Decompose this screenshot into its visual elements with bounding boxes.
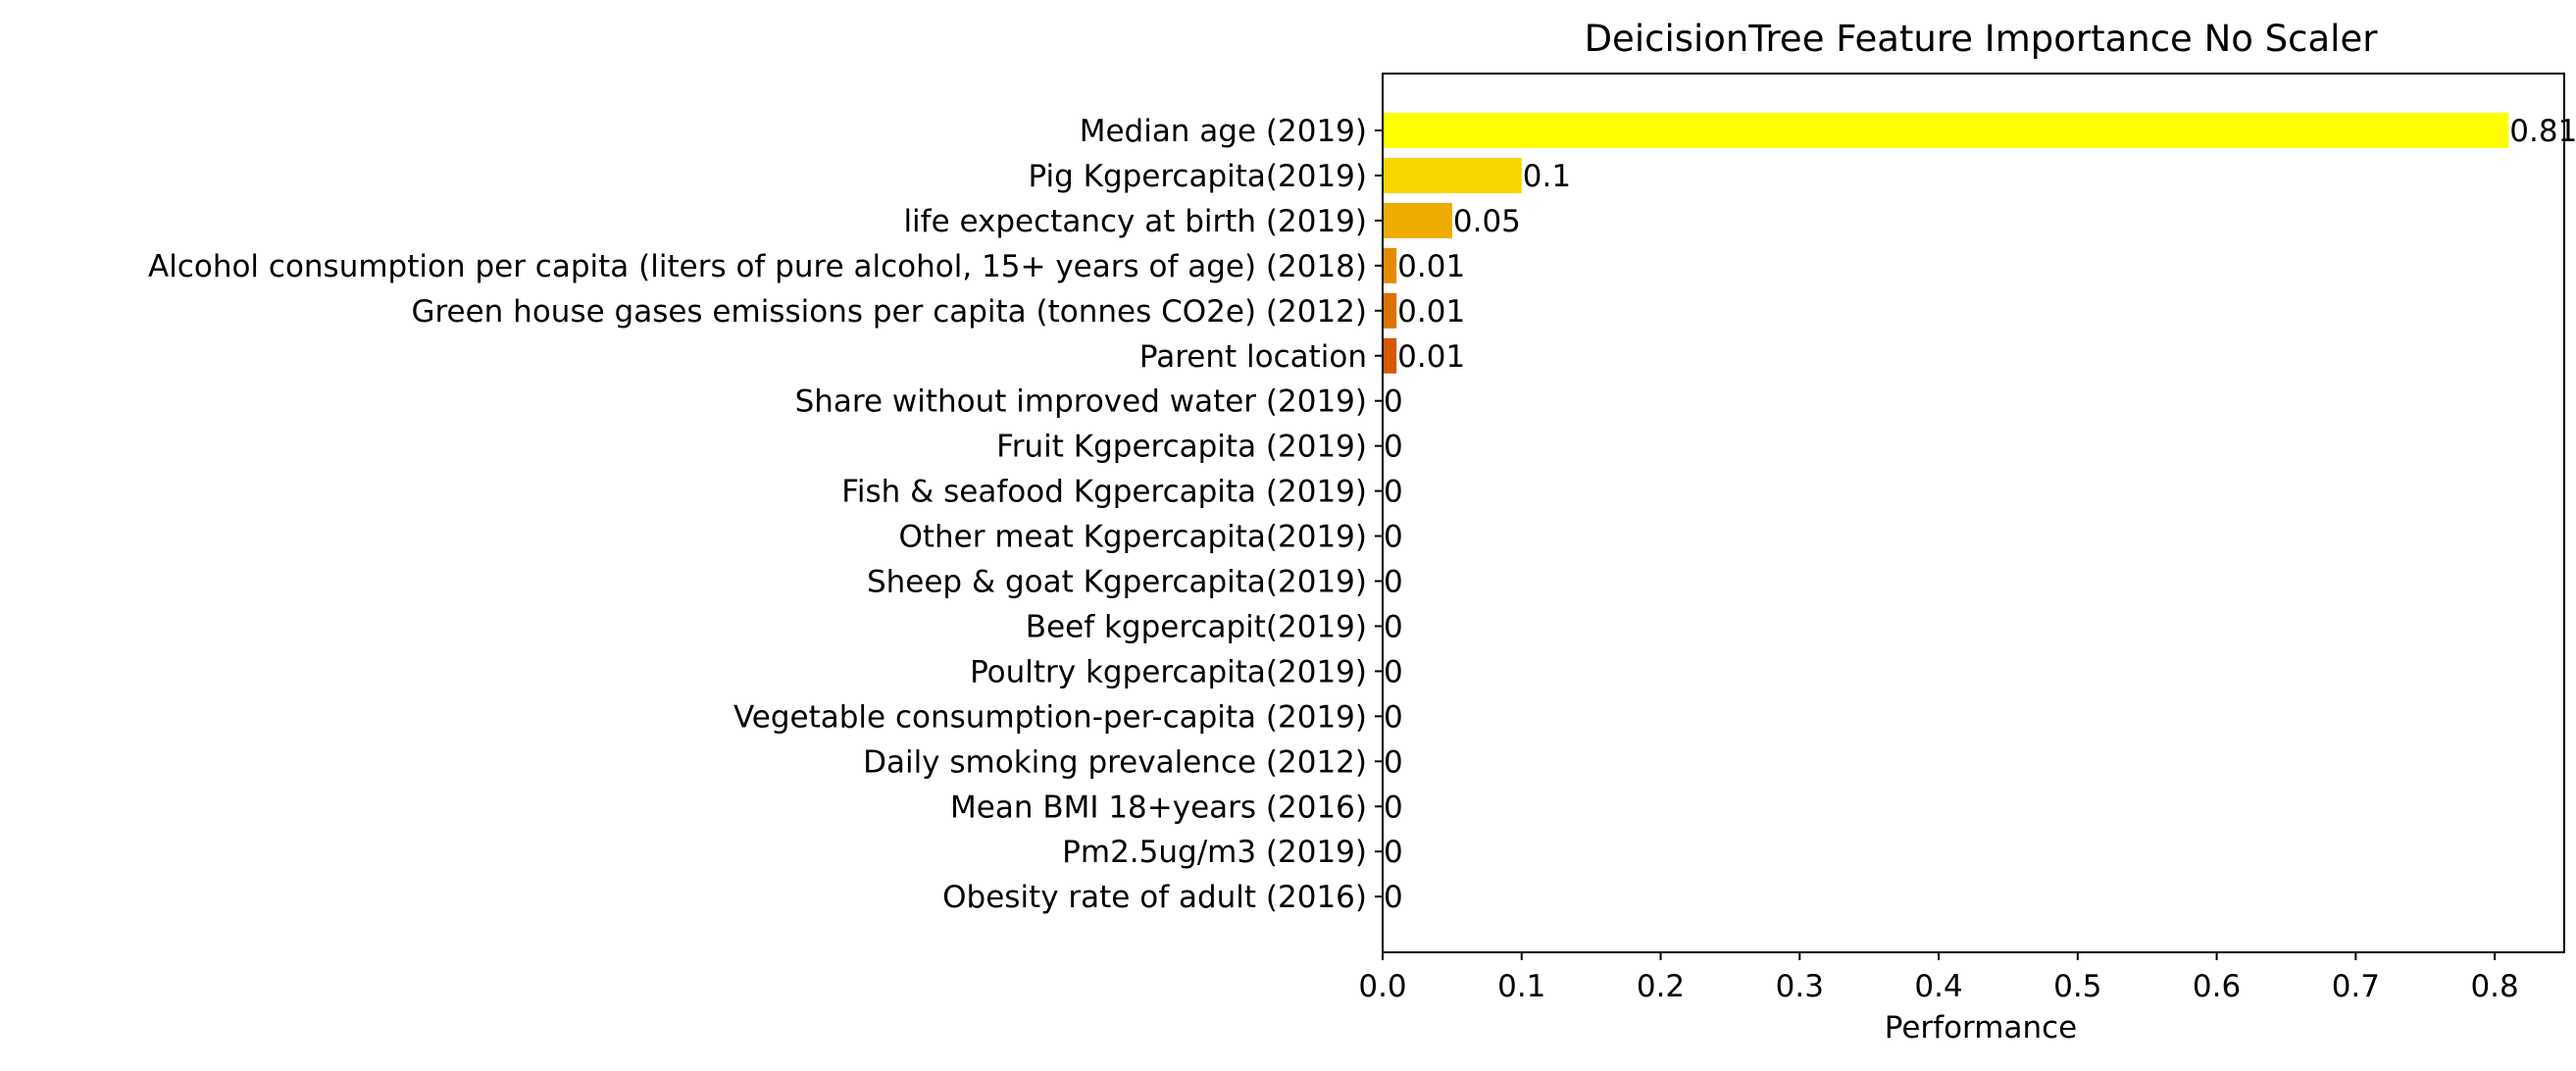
bar-value-label: 0 [1384,790,1403,825]
y-tick-label: Alcohol consumption per capita (liters o… [148,249,1367,284]
bar-value-label: 0 [1384,520,1403,555]
x-tick-label: 0.2 [1637,969,1685,1004]
bar-value-label: 0 [1384,880,1403,915]
y-tick-label: Beef kgpercapit(2019) [1026,609,1367,644]
y-tick-label: Vegetable consumption-per-capita (2019) [733,699,1367,735]
bar-value-label: 0 [1384,384,1403,420]
bar-value-label: 0.01 [1397,294,1465,330]
bar-value-label: 0.05 [1453,204,1521,239]
y-tick-label: Share without improved water (2019) [795,384,1367,420]
y-tick-label: Green house gases emissions per capita (… [411,294,1367,330]
y-tick-label: Median age (2019) [1080,114,1367,149]
bar-value-label: 0 [1384,654,1403,689]
x-tick-label: 0.4 [1914,969,1962,1004]
x-tick-label: 0.6 [2193,969,2241,1004]
bar-value-label: 0.1 [1523,159,1571,194]
y-tick-label: Parent location [1139,339,1367,375]
bar-value-label: 0 [1384,835,1403,870]
bar-value-label: 0.81 [2509,114,2576,149]
x-tick-label: 0.5 [2053,969,2101,1004]
bar-value-label: 0 [1384,475,1403,510]
bars-layer: 0.81 0.10.05 0.01 0.01 0.01 0 0 0 0 0 0 0 0 0 0 0 0 [1383,113,2576,915]
bar [1383,157,1522,193]
x-tick-label: 0.0 [1358,969,1406,1004]
y-tick-label: Fruit Kgpercapita (2019) [996,430,1367,465]
y-tick-label: Fish & seafood Kgpercapita (2019) [841,475,1367,510]
y-tick-label: Sheep & goat Kgpercapita(2019) [867,565,1367,600]
bar-value-label: 0 [1384,609,1403,644]
x-tick-label: 0.3 [1776,969,1824,1004]
y-tick-label: Daily smoking prevalence (2012) [863,744,1367,780]
bar-value-label: 0 [1384,565,1403,600]
y-tick-label: Other meat Kgpercapita(2019) [898,520,1367,555]
x-axis-label: Performance [1885,1010,2077,1046]
bar-value-label: 0 [1384,744,1403,780]
x-tick-label: 0.1 [1497,969,1545,1004]
y-axis-ticks: Median age (2019) Pig Kgpercapita(2019) li… [148,114,1383,915]
y-tick-label: life expectancy at birth (2019) [903,204,1367,239]
bar [1383,337,1397,374]
bar [1383,202,1452,238]
bar-value-label: 0 [1384,699,1403,735]
x-axis-ticks: 0.0 0.1 0.2 0.3 0.4 0.5 0.6 0.7 0.8 [1358,952,2519,1004]
y-tick-label: Obesity rate of adult (2016) [942,880,1367,915]
x-tick-label: 0.7 [2332,969,2380,1004]
bar [1383,247,1397,283]
y-tick-label: Pig Kgpercapita(2019) [1028,159,1367,194]
plot-frame [1382,73,2565,953]
bar-value-label: 0.01 [1397,249,1465,284]
bar-value-label: 0 [1384,430,1403,465]
y-tick-label: Poultry kgpercapita(2019) [970,654,1367,689]
bar-value-label: 0.01 [1397,339,1465,375]
bar [1383,113,2509,148]
y-tick-label: Pm2.5ug/m3 (2019) [1062,835,1367,870]
y-tick-label: Mean BMI 18+years (2016) [950,790,1367,825]
chart-title: DeicisionTree Feature Importance No Scal… [1585,18,2379,60]
bar [1383,292,1397,329]
x-tick-label: 0.8 [2470,969,2518,1004]
